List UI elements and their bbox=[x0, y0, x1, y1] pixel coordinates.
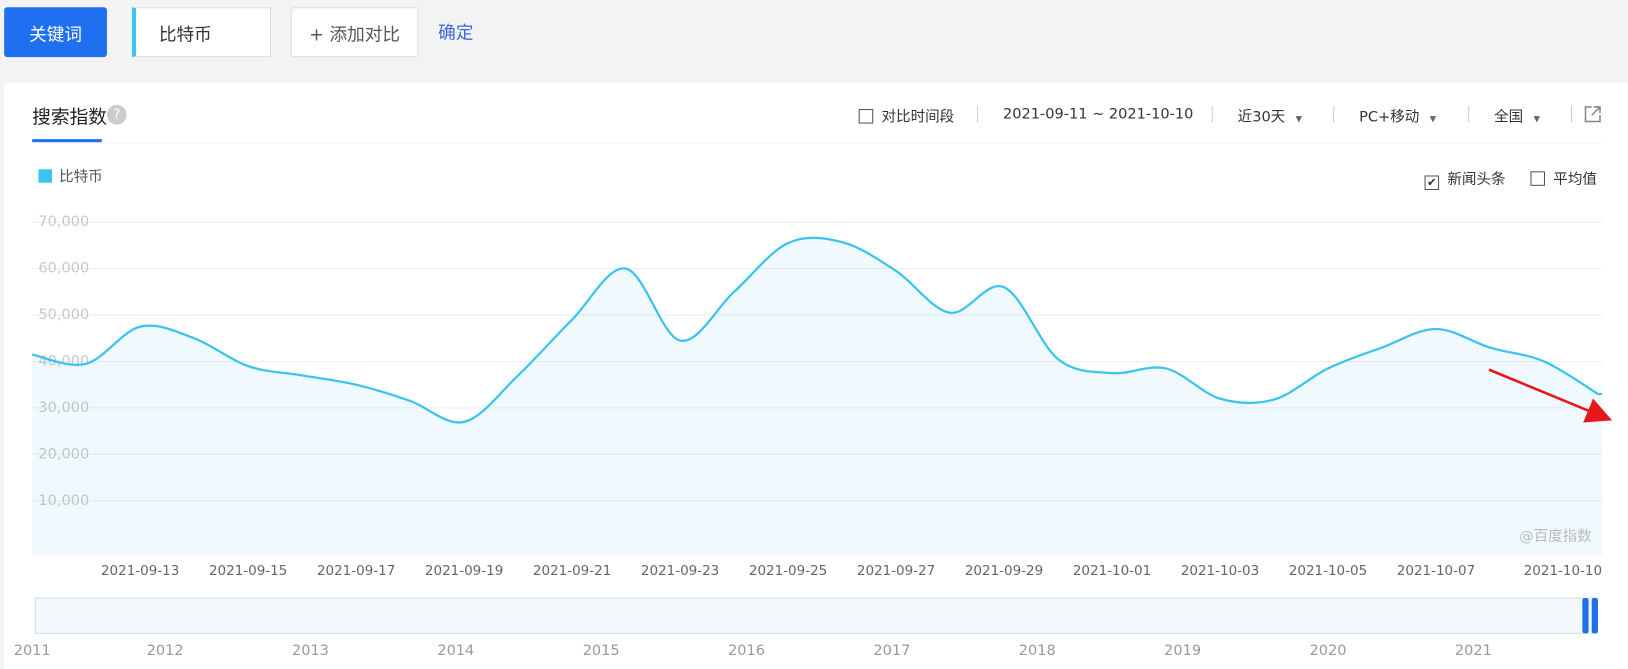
caret: ▼ bbox=[1429, 114, 1437, 124]
separator bbox=[1333, 105, 1335, 123]
option[interactable]: 平均值 bbox=[1530, 168, 1597, 190]
timeline-year: 2020 bbox=[1310, 643, 1347, 659]
timeline-year: 2014 bbox=[437, 643, 474, 659]
checkbox[interactable]: ✔ bbox=[1424, 175, 1440, 191]
caret: ▼ bbox=[1295, 114, 1303, 124]
timeline-year: 2012 bbox=[147, 643, 184, 659]
y-tick-label: 10,000 bbox=[38, 493, 89, 509]
compare-period-label: 对比时间段 bbox=[881, 109, 955, 126]
x-tick-label: 2021-09-27 bbox=[857, 563, 935, 579]
option-label: 平均值 bbox=[1553, 171, 1597, 188]
separator bbox=[1211, 105, 1213, 123]
export-icon[interactable] bbox=[1583, 105, 1602, 124]
add-compare-button[interactable]: + 添加对比 bbox=[290, 7, 419, 58]
area bbox=[32, 237, 1603, 557]
timeline-year: 2011 bbox=[14, 643, 51, 659]
tab-title[interactable]: 搜索指数 bbox=[32, 106, 107, 129]
x-tick-label: 2021-09-19 bbox=[425, 563, 503, 579]
option[interactable]: ✔ 新闻头条 bbox=[1424, 168, 1506, 191]
separator bbox=[1468, 105, 1470, 123]
option-label: 新闻头条 bbox=[1447, 171, 1506, 188]
x-tick-label: 2021-09-21 bbox=[533, 563, 611, 579]
period-label: 近30天 bbox=[1237, 109, 1286, 126]
region-select[interactable]: 全国 ▼ bbox=[1494, 106, 1540, 127]
options: ✔ 新闻头条 平均值 bbox=[1424, 168, 1597, 191]
y-tick-label: 50,000 bbox=[38, 307, 89, 323]
x-tick-label: 2021-10-03 bbox=[1181, 563, 1259, 579]
divider bbox=[32, 142, 1603, 144]
timeline bbox=[34, 597, 1598, 634]
x-tick-label: 2021-10-01 bbox=[1073, 563, 1151, 579]
trend-arrow bbox=[1488, 368, 1613, 423]
legend: 比特币 bbox=[38, 166, 103, 187]
checkbox[interactable] bbox=[858, 109, 874, 124]
period-select[interactable]: 近30天 ▼ bbox=[1238, 106, 1302, 127]
y-tick-label: 70,000 bbox=[38, 214, 89, 230]
x-tick-label: 2021-10-10 bbox=[1524, 563, 1602, 579]
watermark: @百度指数 bbox=[1519, 528, 1592, 545]
x-tick-label: 2021-09-17 bbox=[317, 563, 395, 579]
checkbox[interactable] bbox=[1530, 171, 1545, 186]
compare-period[interactable]: 对比时间段 bbox=[858, 106, 955, 127]
line bbox=[31, 236, 1603, 424]
tab-underline bbox=[32, 139, 102, 143]
timeline-year: 2017 bbox=[873, 643, 910, 659]
region-label: 全国 bbox=[1494, 109, 1524, 126]
timeline-year: 2018 bbox=[1019, 643, 1056, 659]
x-tick-label: 2021-09-13 bbox=[101, 563, 179, 579]
help-icon[interactable]: ? bbox=[106, 104, 127, 125]
x-tick-label: 2021-09-23 bbox=[641, 563, 719, 579]
x-tick-label: 2021-09-15 bbox=[209, 563, 287, 579]
timeline-year: 2021 bbox=[1455, 643, 1492, 659]
keyword-button[interactable]: 关键词 bbox=[4, 7, 107, 58]
x-tick-label: 2021-09-25 bbox=[749, 563, 827, 579]
device-label: PC+移动 bbox=[1359, 109, 1420, 126]
x-tick-label: 2021-10-07 bbox=[1397, 563, 1475, 579]
x-tick-label: 2021-10-05 bbox=[1289, 563, 1367, 579]
legend-swatch bbox=[38, 169, 52, 183]
y-tick-label: 20,000 bbox=[38, 446, 89, 462]
timeline-handle bbox=[1591, 598, 1598, 634]
timeline-year: 2019 bbox=[1164, 643, 1201, 659]
confirm-link[interactable]: 确定 bbox=[438, 22, 474, 44]
timeline-year: 2016 bbox=[728, 643, 765, 659]
separator bbox=[977, 105, 979, 123]
timeline-handle bbox=[1582, 598, 1589, 634]
date-range[interactable]: 2021-09-11 ~ 2021-10-10 bbox=[1002, 105, 1194, 123]
x-tick-label: 2021-09-29 bbox=[965, 563, 1043, 579]
plot-background bbox=[32, 207, 1603, 557]
separator bbox=[1570, 105, 1572, 123]
caret: ▼ bbox=[1533, 114, 1540, 124]
keyword-input[interactable]: 比特币 bbox=[131, 7, 271, 58]
device-select[interactable]: PC+移动 ▼ bbox=[1359, 106, 1436, 127]
y-tick-label: 30,000 bbox=[38, 400, 89, 416]
y-tick-label: 60,000 bbox=[38, 261, 89, 277]
legend-label: 比特币 bbox=[59, 169, 103, 186]
timeline-year: 2013 bbox=[292, 643, 329, 659]
timeline-year: 2015 bbox=[583, 643, 620, 659]
